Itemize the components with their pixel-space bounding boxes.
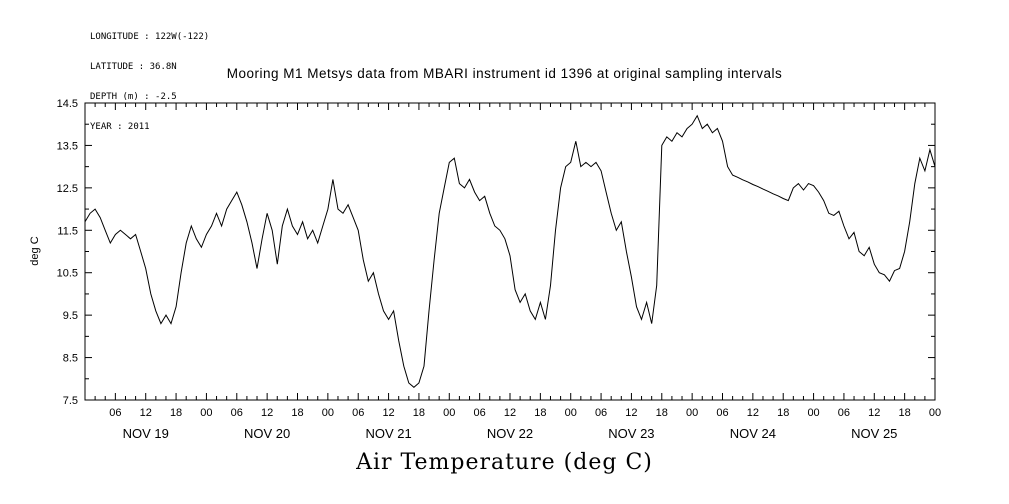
- x-tick-label: 06: [838, 407, 850, 419]
- y-tick-label: 10.5: [57, 268, 78, 280]
- y-tick-label: 7.5: [63, 395, 78, 407]
- x-tick-label: 18: [656, 407, 668, 419]
- temperature-series-line: [84, 114, 936, 388]
- y-axis-label: deg C: [29, 236, 41, 265]
- metadata-block: LONGITUDE : 122W(-122) LATITUDE : 36.8N …: [90, 12, 209, 152]
- x-tick-label: 12: [140, 407, 152, 419]
- x-day-label: NOV 23: [608, 426, 654, 441]
- x-tick-label: 00: [807, 407, 819, 419]
- y-tick-label: 12.5: [57, 183, 78, 195]
- y-tick-label: 9.5: [63, 310, 78, 322]
- x-tick-label: 18: [899, 407, 911, 419]
- x-tick-label: 00: [565, 407, 577, 419]
- x-tick-label: 18: [413, 407, 425, 419]
- x-tick-label: 00: [929, 407, 941, 419]
- chart-title: Mooring M1 Metsys data from MBARI instru…: [226, 66, 783, 81]
- x-day-label: NOV 20: [244, 426, 290, 441]
- y-tick-label: 13.5: [57, 140, 78, 152]
- x-tick-label: 12: [747, 407, 759, 419]
- x-tick-label: 12: [261, 407, 273, 419]
- x-axis-caption: Air Temperature (deg C): [356, 450, 653, 475]
- x-day-label: NOV 24: [730, 426, 776, 441]
- x-tick-label: 06: [109, 407, 121, 419]
- x-tick-label: 06: [474, 407, 486, 419]
- x-tick-label: 18: [291, 407, 303, 419]
- y-tick-label: 11.5: [57, 225, 78, 237]
- x-tick-label: 00: [322, 407, 334, 419]
- meta-depth: DEPTH (m) : -2.5: [90, 92, 177, 102]
- y-tick-label: 14.5: [57, 98, 78, 110]
- x-day-label: NOV 22: [487, 426, 533, 441]
- x-tick-label: 18: [534, 407, 546, 419]
- x-tick-label: 12: [504, 407, 516, 419]
- plot-border: [84, 102, 936, 401]
- x-tick-label: 06: [716, 407, 728, 419]
- x-tick-label: 00: [443, 407, 455, 419]
- x-tick-label: 18: [170, 407, 182, 419]
- meta-longitude: LONGITUDE : 122W(-122): [90, 32, 210, 42]
- y-tick-label: 8.5: [63, 353, 78, 365]
- x-tick-label: 12: [382, 407, 394, 419]
- x-tick-label: 00: [686, 407, 698, 419]
- x-tick-label: 06: [352, 407, 364, 419]
- x-tick-label: 06: [595, 407, 607, 419]
- x-day-label: NOV 19: [123, 426, 169, 441]
- x-day-label: NOV 25: [851, 426, 897, 441]
- x-tick-label: 06: [231, 407, 243, 419]
- meta-year: YEAR : 2011: [90, 122, 150, 132]
- x-tick-label: 00: [200, 407, 212, 419]
- x-tick-label: 12: [625, 407, 637, 419]
- x-tick-label: 12: [868, 407, 880, 419]
- plot-svg: deg C 06 12 18 00 06 12 18 00 06 12 18 00 06 12 18 00 06…: [29, 98, 941, 441]
- x-tick-label: 18: [777, 407, 789, 419]
- meta-latitude: LATITUDE : 36.8N: [90, 62, 177, 72]
- x-day-label: NOV 21: [365, 426, 411, 441]
